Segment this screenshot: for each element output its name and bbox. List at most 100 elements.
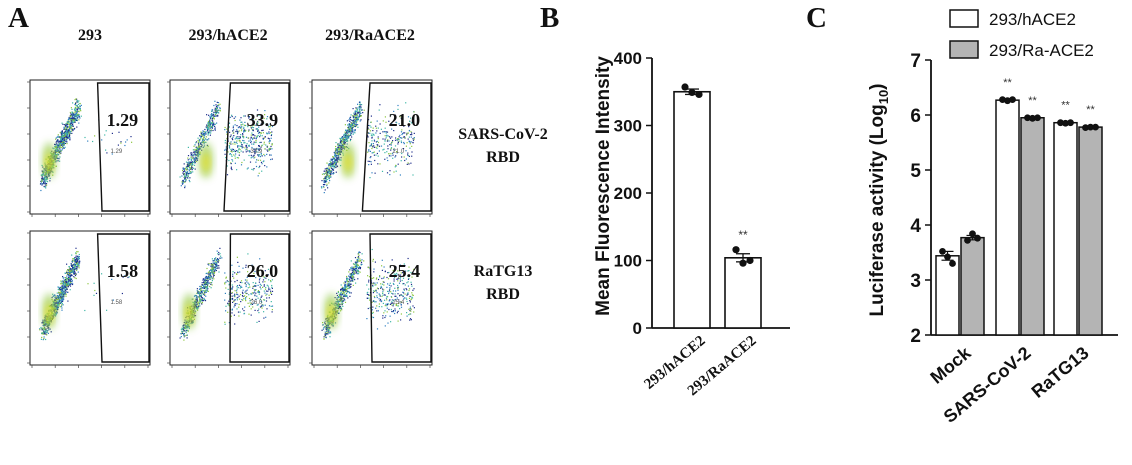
flow-dot <box>73 266 75 269</box>
flow-dot <box>397 289 399 291</box>
flow-dot <box>206 114 208 116</box>
flow-dot <box>249 151 251 153</box>
flow-dot <box>75 108 77 110</box>
flow-dot <box>68 131 70 133</box>
flow-dot <box>240 134 242 136</box>
flow-dot <box>62 134 64 136</box>
flow-dot <box>200 292 202 294</box>
flow-dot <box>184 330 186 332</box>
flow-dot <box>219 109 221 111</box>
flow-dot <box>195 305 197 307</box>
flow-dot <box>262 281 264 283</box>
flow-dot <box>207 134 209 136</box>
flow-dot <box>64 284 66 287</box>
flow-dot <box>57 295 59 297</box>
flow-dot <box>401 156 403 158</box>
flow-dot <box>335 154 337 156</box>
flow-dot <box>56 312 58 314</box>
flow-dot <box>235 137 237 139</box>
flow-dot <box>68 270 70 272</box>
flow-dot <box>271 131 273 133</box>
flow-dot <box>60 131 62 133</box>
flow-dot <box>333 162 335 164</box>
flow-dot <box>231 284 233 286</box>
flow-dot <box>227 302 229 304</box>
flow-dot <box>347 126 350 128</box>
flow-dot <box>252 285 254 288</box>
flow-dot <box>341 148 343 150</box>
flow-dot <box>194 302 197 304</box>
flow-dot <box>231 264 233 266</box>
flow-dot <box>64 128 66 130</box>
flow-dot <box>71 116 73 118</box>
flow-dot <box>267 137 269 139</box>
flow-dot <box>203 138 205 140</box>
flow-dot <box>339 141 342 143</box>
flow-dot <box>248 313 250 315</box>
flow-dot <box>232 136 234 138</box>
flow-dot <box>338 294 341 296</box>
flow-dot <box>321 187 323 189</box>
flow-dot <box>59 286 61 288</box>
flow-dot <box>193 161 195 163</box>
flow-dot <box>64 289 67 291</box>
flow-dot <box>211 258 213 260</box>
flow-dot <box>391 122 393 124</box>
flow-dot <box>395 164 397 166</box>
flow-dot <box>69 127 71 129</box>
flow-dot <box>246 289 248 291</box>
flow-dot <box>80 115 82 117</box>
flow-dot <box>62 286 64 288</box>
flow-dot <box>55 138 57 140</box>
flow-dot <box>270 292 272 294</box>
flow-dot <box>207 276 209 278</box>
flow-dot <box>242 136 244 138</box>
flow-dot <box>68 282 70 284</box>
flow-dot <box>66 270 68 272</box>
flow-dot <box>237 157 240 159</box>
flow-dot <box>245 292 247 294</box>
flow-dot <box>350 275 352 277</box>
flow-dot <box>390 153 392 155</box>
flow-dot <box>329 163 331 165</box>
flow-dot <box>68 279 70 281</box>
flow-dot <box>60 152 62 154</box>
flow-dot <box>188 173 190 175</box>
flow-dot <box>408 297 411 299</box>
flow-dot <box>210 132 212 134</box>
flow-dot <box>253 141 255 143</box>
flow-dot <box>236 129 238 131</box>
flow-dot <box>236 285 239 287</box>
flow-dot <box>190 152 192 154</box>
flow-dot <box>64 286 66 288</box>
flow-dot <box>197 152 199 154</box>
flow-dot <box>191 165 193 167</box>
flow-dot <box>399 134 401 136</box>
flow-dot <box>120 142 122 144</box>
flow-dot <box>232 286 234 288</box>
flow-dot <box>235 130 237 133</box>
flow-dot <box>381 170 384 172</box>
flow-dot <box>59 292 61 294</box>
flow-dot <box>375 127 377 129</box>
flow-dot <box>219 247 221 249</box>
flow-dot <box>62 142 64 144</box>
flow-dot <box>231 287 233 289</box>
flow-dot <box>253 143 255 145</box>
flow-dot <box>268 126 270 128</box>
flow-dot <box>336 150 339 152</box>
flow-dot <box>197 146 199 148</box>
flow-dot <box>76 261 78 263</box>
flow-dot <box>201 302 203 304</box>
flow-dot <box>72 113 74 115</box>
flow-dot <box>239 287 241 289</box>
flow-dot <box>390 291 392 293</box>
flow-dot <box>377 288 379 290</box>
flow-dot <box>232 127 234 129</box>
flow-dot <box>192 167 195 169</box>
flow-dot <box>344 132 346 135</box>
flow-dot <box>384 152 386 154</box>
flow-dot <box>215 267 217 269</box>
flow-dot <box>76 113 78 115</box>
flow-dot <box>216 110 218 112</box>
